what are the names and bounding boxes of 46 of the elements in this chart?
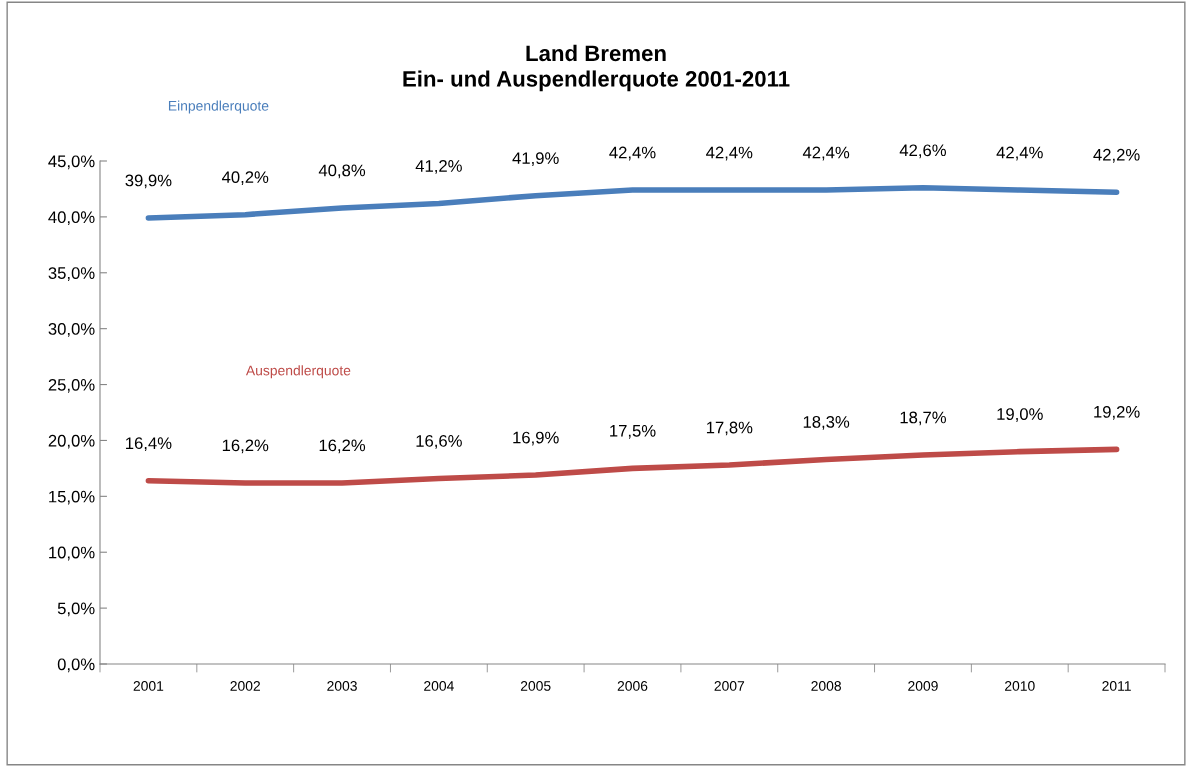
x-tick-label: 2006 (617, 681, 648, 691)
data-label: 41,2% (415, 160, 462, 174)
data-label: 19,2% (1094, 405, 1140, 420)
x-tick-label: 2008 (811, 681, 841, 691)
data-label: 41,9% (512, 152, 559, 166)
x-tick-label: 2001 (133, 681, 164, 691)
data-label: 18,7% (900, 411, 946, 426)
x-tick-label: 2004 (424, 681, 454, 691)
y-tick-label: 10,0% (49, 546, 95, 561)
data-label: 42,4% (996, 146, 1043, 161)
y-tick-label: 45,0% (48, 155, 95, 170)
data-label: 16,2% (222, 439, 269, 454)
x-tick-label: 2003 (327, 681, 357, 691)
text: Auspendlerquote (245, 365, 351, 379)
x-tick-label: 2002 (230, 681, 260, 691)
y-tick-label: 0,0% (57, 658, 95, 673)
chart-title: Land Bremen Ein- und Auspendlerquote 2001-2011 (403, 44, 790, 92)
data-label: 16,4% (126, 437, 172, 452)
x-tick-label: 2010 (1005, 681, 1035, 691)
data-label: 39,9% (125, 174, 172, 189)
data-label: 42,4% (802, 146, 850, 161)
y-tick-label: 40,0% (48, 211, 95, 226)
data-label: 18,3% (803, 416, 850, 430)
data-label: 42,4% (706, 146, 753, 161)
data-label: 19,0% (997, 408, 1043, 422)
y-tick-label: 5,0% (57, 602, 95, 617)
data-label: 42,4% (609, 146, 656, 161)
data-label: 17,8% (706, 421, 753, 436)
y-tick-label: 35,0% (48, 267, 95, 281)
data-label: 40,8% (318, 164, 366, 179)
y-tick-label: 30,0% (48, 323, 95, 337)
data-label: 42,6% (899, 144, 946, 159)
y-tick-label: 20,0% (48, 434, 95, 449)
x-tick-label: 2009 (908, 681, 938, 691)
data-label: 40,2% (221, 171, 269, 185)
data-label: 42,2% (1093, 148, 1140, 163)
data-label: 16,2% (319, 439, 366, 454)
text: Einpendlerquote (168, 100, 269, 114)
x-tick-label: 2005 (520, 681, 551, 691)
data-label: 17,5% (610, 425, 656, 439)
x-tick-label: 2011 (1102, 681, 1131, 691)
x-tick-label: 2007 (714, 681, 745, 691)
y-tick-label: 25,0% (48, 378, 95, 393)
data-label: 16,6% (416, 435, 462, 449)
y-tick-label: 15,0% (49, 490, 95, 505)
data-label: 16,9% (513, 431, 559, 446)
